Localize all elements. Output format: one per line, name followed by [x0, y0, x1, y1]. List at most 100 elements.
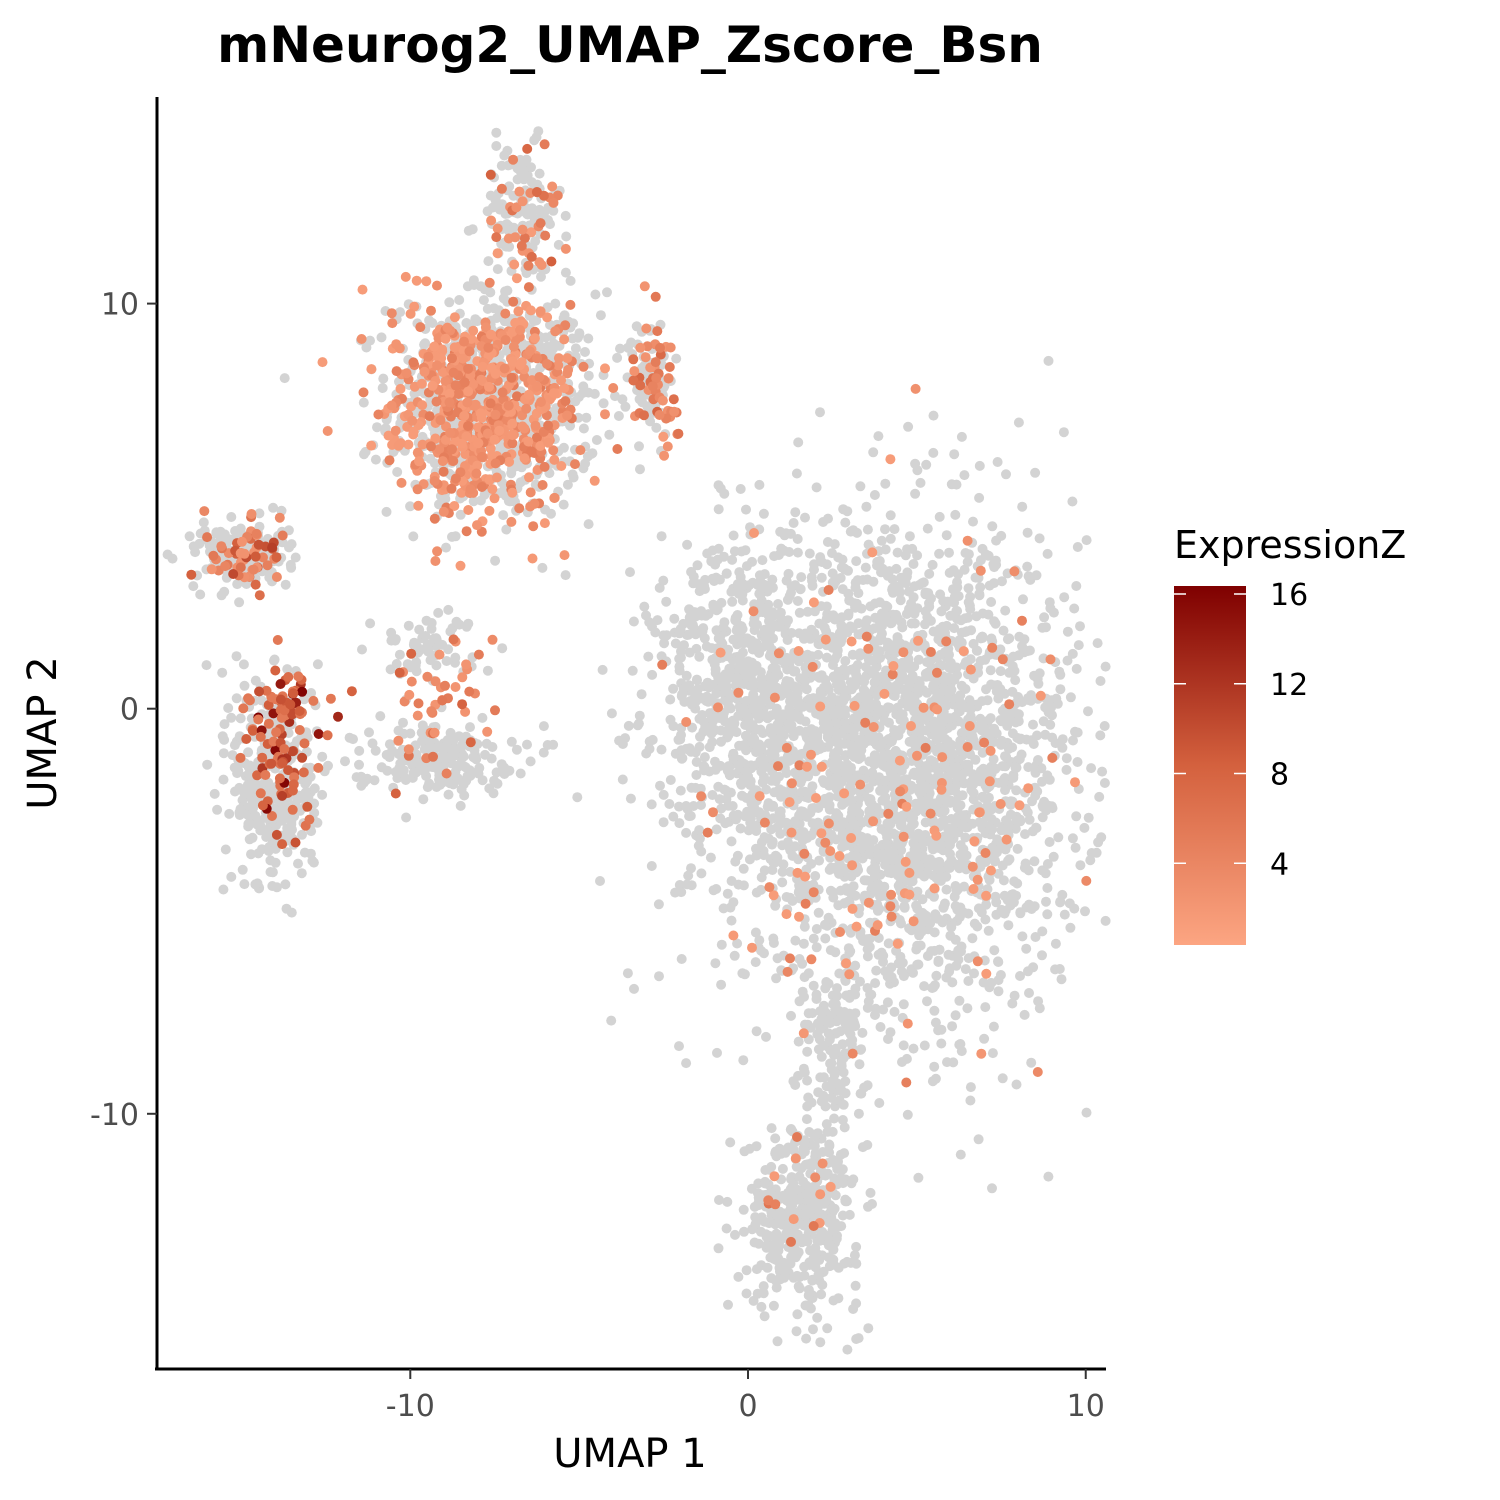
cell-point: [479, 489, 490, 500]
cell-point: [866, 698, 877, 709]
cell-point: [1062, 655, 1073, 666]
cell-point: [936, 743, 947, 754]
cell-point: [788, 731, 799, 742]
cell-point: [767, 801, 778, 812]
cell-point: [786, 587, 796, 598]
cell-point: [583, 519, 594, 530]
cell-point: [951, 762, 962, 773]
cell-point: [816, 557, 827, 567]
cell-point: [865, 1187, 876, 1198]
cell-point: [782, 635, 793, 645]
cell-point: [840, 1196, 851, 1207]
cell-point: [963, 612, 973, 623]
cell-point: [961, 850, 972, 861]
cell-point: [951, 886, 962, 896]
cell-point: [714, 1195, 724, 1205]
cell-point: [491, 141, 502, 151]
cell-point: [898, 1040, 909, 1051]
cell-point: [794, 712, 805, 723]
cell-point: [1010, 762, 1021, 773]
cell-point: [1010, 675, 1021, 686]
cell-point: [985, 764, 996, 775]
cell-point: [801, 1234, 812, 1245]
cell-point: [606, 708, 617, 719]
cell-point: [896, 765, 907, 776]
cell-point: [1009, 707, 1020, 718]
cell-point: [968, 673, 979, 684]
cell-point: [866, 666, 877, 676]
cell-point: [1050, 938, 1061, 949]
cell-point: [635, 464, 645, 475]
cell-point: [798, 674, 809, 684]
cell-point: [770, 707, 781, 718]
cell-point: [467, 224, 478, 235]
cell-point: [958, 810, 968, 821]
cell-point: [733, 1271, 744, 1282]
cell-point: [655, 780, 665, 791]
cell-point: [834, 868, 845, 879]
cell-point: [814, 672, 825, 683]
cell-point: [212, 804, 223, 815]
cell-point: [944, 649, 954, 660]
cell-point: [720, 669, 731, 680]
cell-point: [873, 431, 884, 442]
cell-point: [992, 680, 1003, 690]
cell-point: [512, 174, 523, 185]
cell-point: [858, 738, 869, 749]
cell-point: [945, 930, 956, 941]
cell-point: [784, 676, 795, 687]
cell-point: [763, 833, 774, 844]
cell-point: [875, 1022, 886, 1032]
cell-point: [1083, 812, 1094, 823]
cell-point: [381, 506, 392, 517]
cell-point: [837, 1039, 848, 1050]
cell-point: [713, 1243, 724, 1254]
cell-point: [812, 1312, 823, 1323]
cell-point: [715, 483, 726, 494]
cell-point: [910, 488, 921, 499]
cell-point: [739, 1226, 749, 1237]
cell-point: [936, 1038, 947, 1049]
cell-point: [506, 468, 517, 479]
cell-point: [613, 411, 624, 421]
cell-point: [759, 850, 769, 861]
cell-point: [974, 460, 985, 471]
cell-point: [1072, 542, 1083, 552]
cell-point: [1062, 626, 1073, 637]
cell-point: [862, 951, 873, 962]
cell-point: [874, 635, 885, 646]
cell-point: [811, 924, 822, 934]
cell-point: [1094, 791, 1105, 802]
cell-point: [774, 1211, 785, 1221]
cell-point: [817, 1279, 828, 1290]
cell-point: [945, 610, 956, 621]
cell-point: [767, 749, 778, 760]
cell-point: [701, 691, 712, 702]
cell-point: [280, 579, 291, 590]
cell-point: [372, 422, 382, 433]
cell-point: [1061, 764, 1072, 775]
cell-point: [922, 951, 933, 961]
cell-point: [777, 866, 788, 877]
cell-point: [993, 956, 1003, 967]
cell-point: [771, 621, 782, 632]
cell-point: [843, 943, 854, 954]
cell-point: [965, 1095, 976, 1106]
cell-point: [697, 710, 708, 720]
cell-point: [1023, 966, 1033, 977]
cell-point: [676, 887, 687, 898]
cell-point: [826, 692, 837, 703]
cell-point: [559, 310, 570, 321]
cell-point: [1042, 859, 1053, 869]
cell-point: [728, 530, 739, 541]
cell-point: [741, 696, 752, 706]
cell-point: [990, 855, 1000, 866]
cell-point: [312, 659, 323, 670]
cell-point: [890, 745, 901, 756]
cell-point: [956, 700, 967, 710]
cell-point: [1022, 527, 1033, 538]
cell-point: [742, 710, 752, 721]
cell-point: [560, 570, 571, 581]
cell-point: [922, 523, 933, 534]
cell-point: [646, 861, 657, 871]
